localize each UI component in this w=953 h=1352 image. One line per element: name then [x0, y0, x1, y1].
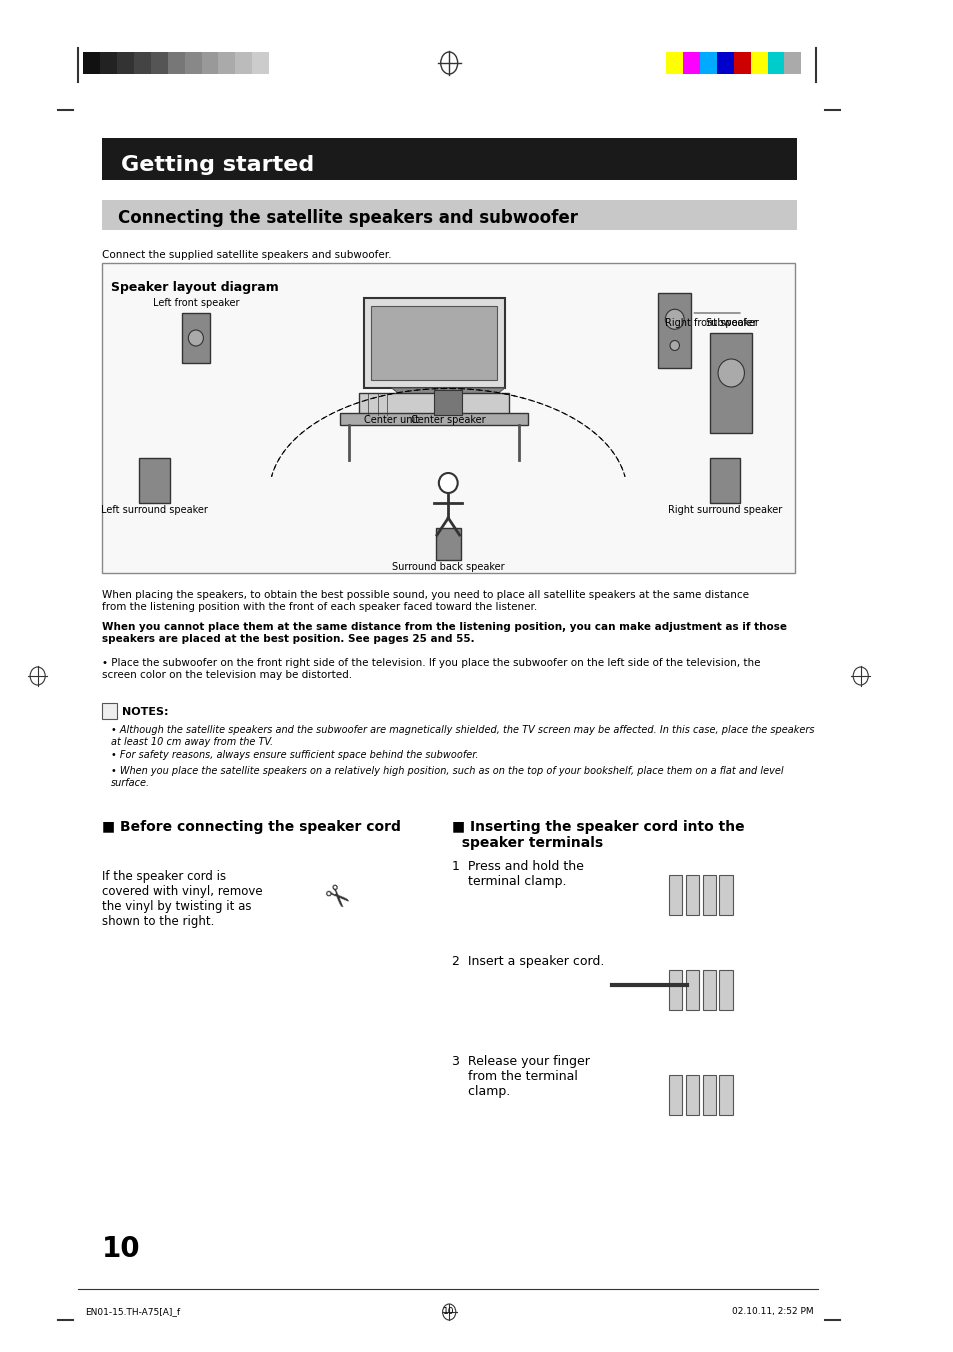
- Text: ✂: ✂: [315, 880, 354, 918]
- Bar: [750, 51, 767, 74]
- Bar: [699, 51, 716, 74]
- Bar: [701, 875, 715, 915]
- Bar: [151, 51, 168, 74]
- Text: 3  Release your finger
    from the terminal
    clamp.: 3 Release your finger from the terminal …: [452, 1055, 589, 1098]
- Text: 10: 10: [102, 1234, 140, 1263]
- Bar: [371, 306, 497, 380]
- Bar: [358, 393, 509, 415]
- Text: 10: 10: [443, 1307, 455, 1315]
- Text: When placing the speakers, to obtain the best possible sound, you need to place : When placing the speakers, to obtain the…: [102, 589, 748, 611]
- Bar: [83, 51, 100, 74]
- Circle shape: [664, 310, 683, 330]
- Bar: [102, 138, 796, 180]
- Text: Center unit: Center unit: [363, 415, 418, 425]
- Bar: [363, 297, 504, 388]
- Text: Speaker layout diagram: Speaker layout diagram: [111, 281, 278, 293]
- Text: NOTES:: NOTES:: [122, 707, 169, 717]
- Bar: [253, 51, 269, 74]
- Bar: [716, 51, 733, 74]
- Bar: [184, 51, 201, 74]
- Bar: [100, 51, 116, 74]
- Text: When you cannot place them at the same distance from the listening position, you: When you cannot place them at the same d…: [102, 622, 786, 644]
- Text: Subwoofer: Subwoofer: [704, 318, 757, 329]
- Text: EN01-15.TH-A75[A]_f: EN01-15.TH-A75[A]_f: [85, 1307, 180, 1315]
- Text: Getting started: Getting started: [120, 155, 314, 174]
- Text: Right surround speaker: Right surround speaker: [667, 506, 781, 515]
- Bar: [102, 703, 116, 719]
- Text: ■ Before connecting the speaker cord: ■ Before connecting the speaker cord: [102, 821, 400, 834]
- Text: • When you place the satellite speakers on a relatively high position, such as o: • When you place the satellite speakers …: [111, 767, 783, 788]
- Bar: [658, 293, 691, 368]
- Bar: [767, 51, 783, 74]
- Circle shape: [438, 473, 457, 493]
- Bar: [218, 51, 235, 74]
- Text: • For safety reasons, always ensure sufficient space behind the subwoofer.: • For safety reasons, always ensure suff…: [111, 750, 478, 760]
- Text: Left front speaker: Left front speaker: [152, 297, 239, 308]
- Circle shape: [188, 330, 203, 346]
- Bar: [682, 51, 699, 74]
- Text: 1  Press and hold the
    terminal clamp.: 1 Press and hold the terminal clamp.: [452, 860, 583, 888]
- Bar: [685, 969, 698, 1010]
- Text: Left surround speaker: Left surround speaker: [101, 506, 208, 515]
- Text: Center speaker: Center speaker: [411, 415, 485, 425]
- Text: ■ Inserting the speaker cord into the
  speaker terminals: ■ Inserting the speaker cord into the sp…: [452, 821, 744, 850]
- Text: • Place the subwoofer on the front right side of the television. If you place th: • Place the subwoofer on the front right…: [102, 658, 760, 680]
- Bar: [269, 51, 286, 74]
- Bar: [168, 51, 184, 74]
- Bar: [182, 314, 210, 362]
- Bar: [201, 51, 218, 74]
- Circle shape: [718, 360, 743, 387]
- Text: Connecting the satellite speakers and subwoofer: Connecting the satellite speakers and su…: [117, 210, 578, 227]
- Bar: [719, 969, 732, 1010]
- Bar: [719, 1075, 732, 1115]
- Bar: [709, 333, 752, 433]
- Text: Surround back speaker: Surround back speaker: [392, 562, 504, 572]
- Bar: [685, 1075, 698, 1115]
- Bar: [436, 529, 460, 560]
- Bar: [733, 51, 750, 74]
- Bar: [339, 412, 528, 425]
- Text: • Although the satellite speakers and the subwoofer are magnetically shielded, t: • Although the satellite speakers and th…: [111, 725, 814, 746]
- Bar: [133, 51, 151, 74]
- Text: Connect the supplied satellite speakers and subwoofer.: Connect the supplied satellite speakers …: [102, 250, 391, 260]
- Bar: [102, 264, 794, 573]
- Polygon shape: [392, 388, 504, 403]
- Bar: [434, 389, 462, 415]
- Bar: [116, 51, 133, 74]
- Bar: [709, 458, 740, 503]
- Bar: [783, 51, 801, 74]
- Bar: [102, 200, 796, 230]
- Bar: [235, 51, 253, 74]
- Bar: [701, 969, 715, 1010]
- Text: Right front speaker: Right front speaker: [665, 318, 759, 329]
- Bar: [719, 875, 732, 915]
- Bar: [668, 1075, 681, 1115]
- Text: 02.10.11, 2:52 PM: 02.10.11, 2:52 PM: [731, 1307, 813, 1315]
- Bar: [139, 458, 170, 503]
- Bar: [701, 1075, 715, 1115]
- Bar: [685, 875, 698, 915]
- Bar: [665, 51, 682, 74]
- Text: If the speaker cord is
covered with vinyl, remove
the vinyl by twisting it as
sh: If the speaker cord is covered with viny…: [102, 869, 262, 927]
- Text: 2  Insert a speaker cord.: 2 Insert a speaker cord.: [452, 955, 604, 968]
- Bar: [668, 875, 681, 915]
- Bar: [668, 969, 681, 1010]
- Circle shape: [669, 341, 679, 350]
